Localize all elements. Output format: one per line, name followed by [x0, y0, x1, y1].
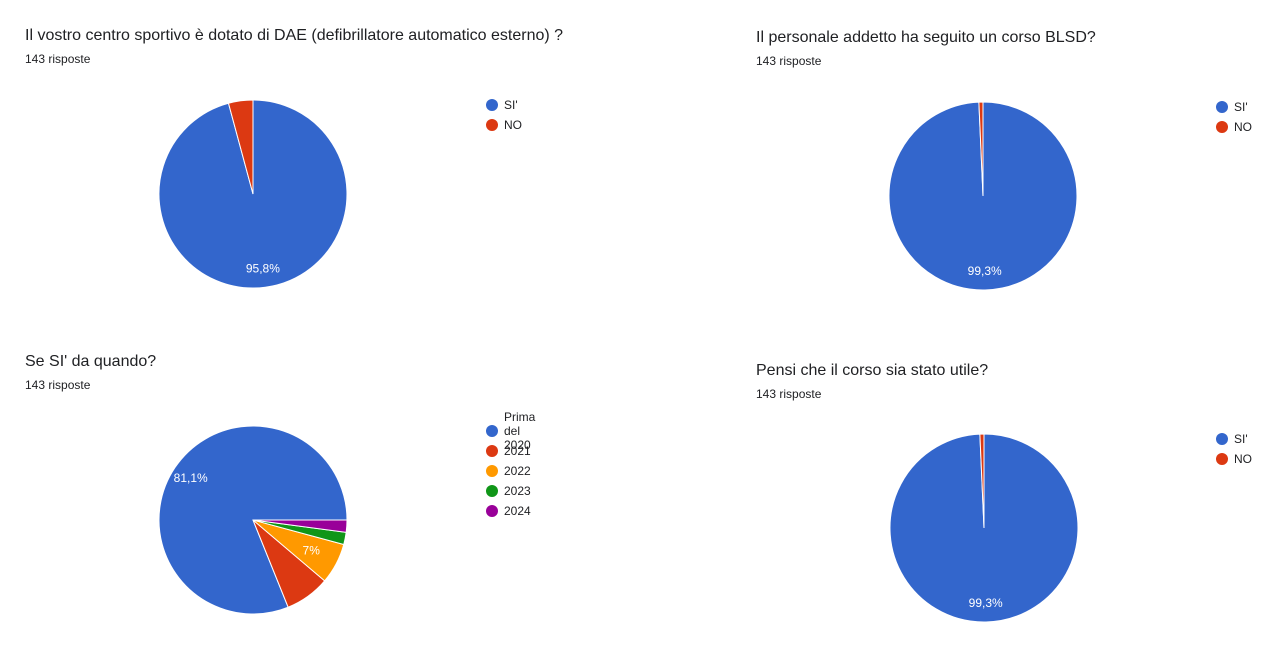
pie-slice-no	[979, 433, 985, 529]
chart-legend: Prima del 2020 2021 2022 2023 2024	[486, 410, 535, 521]
legend-swatch	[486, 99, 498, 111]
data-label-si: 99,3%	[969, 596, 1003, 610]
legend-swatch	[486, 119, 498, 131]
chart-subtitle: 143 risposte	[25, 378, 91, 392]
legend-swatch	[486, 485, 498, 497]
legend-item-no: NO	[1216, 117, 1252, 137]
legend-item-si: SI'	[1216, 97, 1252, 117]
legend-item-prima-del-2020: Prima del 2020	[486, 410, 535, 452]
legend-label: 2021	[504, 444, 531, 458]
pie-chart-dae: 95,8%	[158, 99, 348, 289]
data-label-2022: 7%	[303, 544, 321, 558]
chart-subtitle: 143 risposte	[756, 387, 822, 401]
pie-slice-no	[227, 99, 254, 195]
pie-chart-corso-utile: 99,3%	[889, 433, 1079, 623]
legend-item-2023: 2023	[486, 481, 535, 501]
chart-title: Pensi che il corso sia stato utile?	[756, 362, 989, 379]
legend-swatch	[1216, 121, 1228, 133]
chart-legend: SI' NO	[1216, 97, 1252, 137]
legend-label: SI'	[504, 98, 518, 112]
legend-item-si: SI'	[1216, 429, 1252, 449]
chart-title: Il vostro centro sportivo è dotato di DA…	[25, 27, 564, 44]
legend-swatch	[486, 445, 498, 457]
legend-item-2022: 2022	[486, 461, 535, 481]
legend-swatch	[1216, 453, 1228, 465]
chart-title: Se SI' da quando?	[25, 353, 157, 370]
legend-label: 2022	[504, 464, 531, 478]
data-label-si: 95,8%	[246, 262, 280, 276]
legend-item-si: SI'	[486, 95, 522, 115]
pie-slice-no	[978, 101, 984, 197]
legend-label: SI'	[1234, 432, 1248, 446]
data-label-prima-del-2020: 81,1%	[174, 471, 208, 485]
chart-legend: SI' NO	[1216, 429, 1252, 469]
legend-item-no: NO	[486, 115, 522, 135]
chart-legend: SI' NO	[486, 95, 522, 135]
data-label-si: 99,3%	[968, 264, 1002, 278]
legend-swatch	[486, 465, 498, 477]
legend-item-no: NO	[1216, 449, 1252, 469]
legend-label: SI'	[1234, 100, 1248, 114]
pie-chart-da-quando: 81,1% 7%	[158, 425, 348, 615]
legend-swatch	[1216, 433, 1228, 445]
legend-label: 2024	[504, 504, 531, 518]
legend-label: NO	[504, 118, 522, 132]
legend-swatch	[486, 425, 498, 437]
legend-swatch	[486, 505, 498, 517]
chart-subtitle: 143 risposte	[756, 54, 822, 68]
legend-label: NO	[1234, 452, 1252, 466]
legend-label: Prima del 2020	[504, 410, 536, 452]
pie-slice-2024	[252, 519, 348, 533]
legend-item-2021: 2021	[486, 441, 535, 461]
legend-swatch	[1216, 101, 1228, 113]
chart-title: Il personale addetto ha seguito un corso…	[756, 29, 1096, 46]
legend-label: 2023	[504, 484, 531, 498]
chart-subtitle: 143 risposte	[25, 52, 91, 66]
legend-label: NO	[1234, 120, 1252, 134]
legend-item-2024: 2024	[486, 501, 535, 521]
pie-chart-blsd: 99,3%	[888, 101, 1078, 291]
